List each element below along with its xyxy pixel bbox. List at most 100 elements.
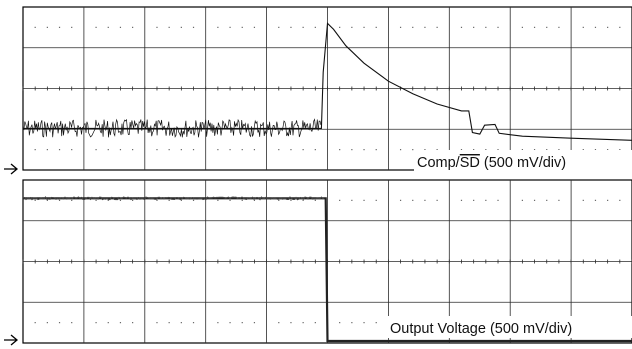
subdivision-dot: [339, 322, 341, 324]
subdivision-dot: [278, 199, 280, 201]
subdivision-dot: [314, 149, 316, 151]
subdivision-dot: [180, 149, 182, 151]
subdivision-dot: [436, 149, 438, 151]
subdivision-dot: [217, 322, 219, 324]
subdivision-dot: [351, 149, 353, 151]
subdivision-dot: [607, 149, 609, 151]
subdivision-dot: [290, 149, 292, 151]
subdivision-dot: [424, 26, 426, 28]
subdivision-dot: [58, 26, 61, 28]
subdivision-dot: [363, 322, 365, 324]
subdivision-dot: [521, 199, 523, 201]
ground-marker-bottom: [4, 334, 19, 346]
subdivision-dot: [619, 149, 621, 151]
subdivision-dot: [558, 149, 560, 151]
subdivision-dot: [95, 199, 97, 201]
subdivision-dot: [460, 199, 463, 201]
subdivision-dot: [290, 322, 292, 324]
label-bg-bottom: [384, 316, 632, 338]
subdivision-dot: [192, 199, 195, 201]
subdivision-dot: [460, 149, 463, 151]
subdivision-dot: [497, 149, 499, 151]
subdivision-dot: [302, 26, 304, 28]
subdivision-dot: [253, 199, 256, 201]
subdivision-dot: [241, 199, 243, 201]
ground-marker-top: [4, 163, 19, 175]
subdivision-dot: [533, 26, 536, 28]
noise-band: [22, 118, 322, 138]
subdivision-dot: [71, 26, 73, 28]
subdivision-dot: [473, 26, 475, 28]
subdivision-dot: [460, 26, 463, 28]
subdivision-dot: [132, 26, 134, 28]
subdivision-dot: [278, 149, 280, 151]
subdivision-dot: [34, 322, 36, 324]
subdivision-dot: [71, 149, 73, 151]
subdivision-dot: [229, 149, 231, 151]
subdivision-dot: [497, 26, 499, 28]
subdivision-dot: [278, 26, 280, 28]
subdivision-dot: [582, 26, 584, 28]
subdivision-dot: [533, 149, 536, 151]
subdivision-dot: [132, 149, 134, 151]
subdivision-dot: [168, 322, 170, 324]
subdivision-dot: [412, 199, 414, 201]
subdivision-dot: [375, 26, 377, 28]
channel-label-output-voltage: Output Voltage (500 mV/div): [390, 321, 572, 337]
subdivision-dot: [253, 149, 256, 151]
subdivision-dot: [363, 199, 365, 201]
subdivision-dot: [132, 322, 134, 324]
subdivision-dot: [375, 199, 377, 201]
subdivision-dot: [594, 149, 597, 151]
label-bg-top: [414, 150, 632, 172]
subdivision-dot: [71, 322, 73, 324]
subdivision-dot: [58, 149, 61, 151]
subdivision-dot: [34, 199, 36, 201]
subdivision-dot: [582, 199, 584, 201]
subdivision-dot: [58, 199, 61, 201]
subdivision-dot: [351, 199, 353, 201]
subdivision-dot: [363, 149, 365, 151]
subdivision-dot: [314, 26, 316, 28]
subdivision-dot: [594, 26, 597, 28]
subdivision-dot: [156, 149, 158, 151]
subdivision-dot: [399, 149, 402, 151]
subdivision-dot: [351, 322, 353, 324]
subdivision-dot: [339, 26, 341, 28]
subdivision-dot: [302, 322, 304, 324]
subdivision-dot: [217, 149, 219, 151]
subdivision-dot: [192, 26, 195, 28]
panel-comp-sd: [22, 6, 632, 171]
subdivision-dot: [46, 322, 48, 324]
subdivision-dot: [314, 322, 316, 324]
signal-trace: [23, 22, 632, 141]
subdivision-dot: [46, 149, 48, 151]
subdivision-dot: [180, 322, 182, 324]
subdivision-dot: [180, 26, 182, 28]
subdivision-dot: [229, 322, 231, 324]
subdivision-dot: [107, 149, 109, 151]
subdivision-dot: [95, 26, 97, 28]
level-jitter: [22, 196, 325, 201]
subdivision-dot: [217, 199, 219, 201]
subdivision-dot: [521, 149, 523, 151]
subdivision-dot: [71, 199, 73, 201]
subdivision-dot: [46, 26, 48, 28]
subdivision-dot: [485, 199, 487, 201]
subdivision-dot: [278, 322, 280, 324]
subdivision-dot: [594, 199, 597, 201]
subdivision-dot: [119, 199, 122, 201]
signal-trace: [23, 197, 632, 343]
subdivision-dot: [302, 199, 304, 201]
subdivision-dot: [363, 26, 365, 28]
subdivision-dot: [375, 322, 377, 324]
subdivision-dot: [290, 26, 292, 28]
subdivision-dot: [34, 149, 36, 151]
subdivision-dot: [339, 149, 341, 151]
subdivision-dot: [582, 149, 584, 151]
subdivision-dot: [107, 199, 109, 201]
subdivision-dot: [497, 199, 499, 201]
subdivision-dot: [168, 199, 170, 201]
subdivision-dot: [290, 199, 292, 201]
subdivision-dot: [156, 199, 158, 201]
